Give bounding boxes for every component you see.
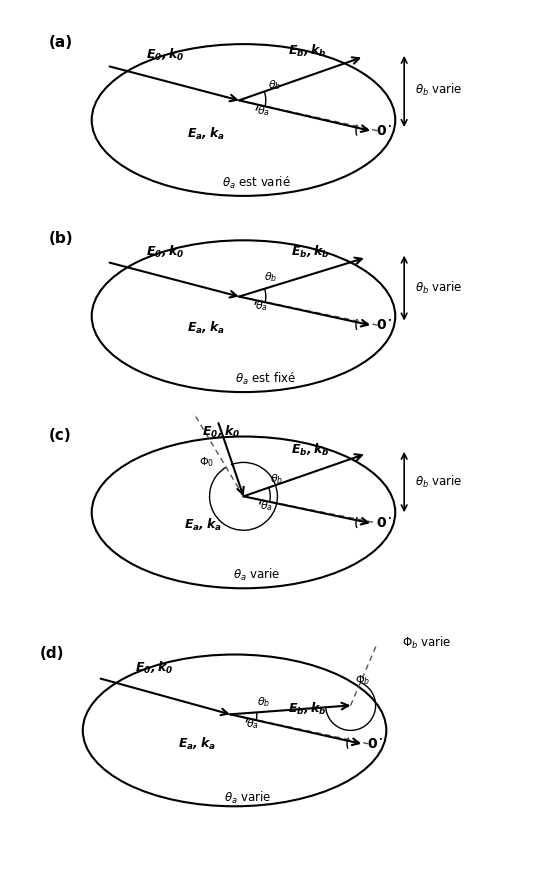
Text: $\Phi_b$ varie: $\Phi_b$ varie [403,635,452,651]
Text: $\theta_a$ est fixé: $\theta_a$ est fixé [236,371,296,387]
Text: $\bfit{E_a, k_a}$: $\bfit{E_a, k_a}$ [178,736,216,753]
Text: (d): (d) [40,645,65,661]
Text: $\bfit{E_0, k_0}$: $\bfit{E_0, k_0}$ [202,424,240,439]
Text: (b): (b) [49,231,73,247]
Text: $\theta_a$ est varié: $\theta_a$ est varié [223,175,291,191]
Text: $\bfit{E_b, k_b}$: $\bfit{E_b, k_b}$ [291,441,330,458]
Text: $\bfit{E_b, k_b}$: $\bfit{E_b, k_b}$ [288,43,327,59]
Text: $\theta_b$: $\theta_b$ [257,695,270,709]
Text: (a): (a) [49,35,73,51]
Text: $\mathbf{0^\bullet}$: $\mathbf{0^\bullet}$ [376,124,392,138]
Text: $\bfit{E_a, k_a}$: $\bfit{E_a, k_a}$ [187,320,225,337]
Text: (c): (c) [49,427,72,443]
Text: $\bfit{E_0, k_0}$: $\bfit{E_0, k_0}$ [146,47,184,64]
Text: $\theta_a$: $\theta_a$ [246,717,259,731]
Text: $\theta_a$: $\theta_a$ [255,299,268,313]
Text: $\bfit{E_b, k_b}$: $\bfit{E_b, k_b}$ [291,243,330,260]
Text: $\theta_b$ varie: $\theta_b$ varie [415,474,462,490]
Text: $\theta_a$: $\theta_a$ [257,105,270,119]
Text: $\theta_b$ varie: $\theta_b$ varie [415,82,462,98]
Text: $\theta_b$: $\theta_b$ [270,472,284,486]
Text: $\theta_b$: $\theta_b$ [264,270,278,284]
Text: $\theta_a$: $\theta_a$ [260,499,273,513]
Text: $\mathbf{0^\bullet}$: $\mathbf{0^\bullet}$ [376,318,392,332]
Text: $\mathbf{0^\bullet}$: $\mathbf{0^\bullet}$ [376,516,392,530]
Text: $\bfit{E_0, k_0}$: $\bfit{E_0, k_0}$ [146,243,184,260]
Text: $\Phi_0$: $\Phi_0$ [199,455,214,469]
Text: $\theta_a$ varie: $\theta_a$ varie [233,568,280,583]
Text: $\bfit{E_a, k_a}$: $\bfit{E_a, k_a}$ [184,516,222,533]
Text: $\bfit{E_b, k_b}$: $\bfit{E_b, k_b}$ [288,700,327,717]
Text: $\theta_b$: $\theta_b$ [268,78,282,92]
Text: $\theta_a$ varie: $\theta_a$ varie [224,790,272,806]
Text: $\bfit{E_0, k_0}$: $\bfit{E_0, k_0}$ [135,660,174,677]
Text: $\theta_b$ varie: $\theta_b$ varie [415,280,462,296]
Text: $\bfit{E_a, k_a}$: $\bfit{E_a, k_a}$ [187,126,225,142]
Text: $\mathbf{0^\bullet}$: $\mathbf{0^\bullet}$ [367,737,383,751]
Text: $\Phi_b$: $\Phi_b$ [355,673,370,687]
